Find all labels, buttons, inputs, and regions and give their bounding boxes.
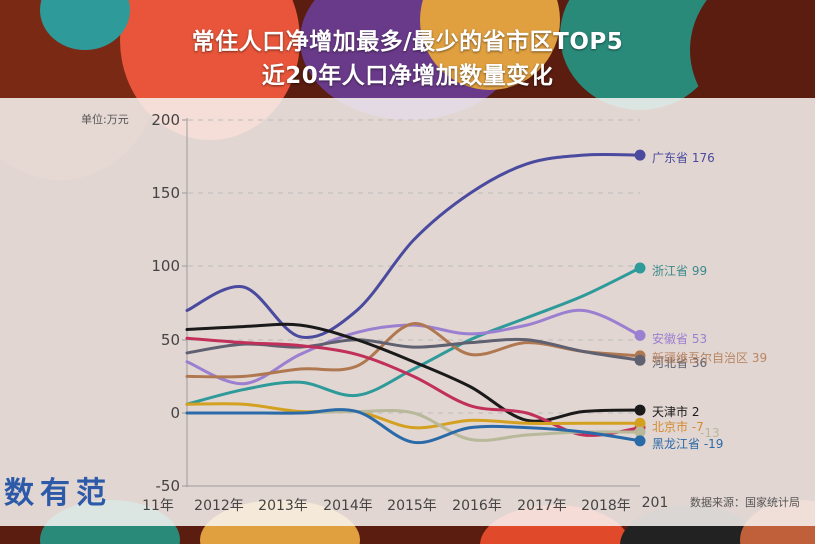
x-tick: 2016年: [452, 498, 502, 514]
series-line: [185, 153, 642, 339]
series-line: [185, 322, 642, 423]
chart-title: 常住人口净增加最多/最少的省市区TOP5: [191, 29, 624, 55]
y-tick: 200: [151, 111, 180, 129]
series-line: [185, 408, 642, 445]
y-tick: -50: [155, 477, 181, 495]
y-tick: 150: [151, 184, 180, 202]
y-tick: 0: [170, 404, 180, 422]
chart-subtitle: 近20年人口净增加数量变化: [261, 63, 554, 89]
series-label-zhejiang: 浙江省 99: [652, 264, 708, 278]
series-line: [185, 266, 642, 406]
title-area: 常住人口净增加最多/最少的省市区TOP5 近20年人口净增加数量变化: [0, 0, 815, 98]
x-tick: 2017年: [517, 498, 567, 514]
series-end-marker: [634, 404, 646, 416]
x-tick: 2014年: [323, 498, 373, 514]
series-label-beijing: 北京市 -7: [652, 420, 704, 434]
series-label-unnamed: -13: [700, 426, 720, 440]
chart-panel: [0, 98, 815, 526]
series-label-xinjiang: 新疆维吾尔自治区 39: [652, 351, 768, 365]
x-tick: 2015年: [387, 498, 437, 514]
series-line: [185, 402, 642, 430]
data-source: 数据来源：国家统计局: [690, 496, 800, 509]
series-label-hebei: 河北省 36: [652, 356, 708, 370]
series-end-marker: [634, 426, 646, 438]
series-label-anhui: 安徽省 53: [652, 332, 708, 346]
series-end-marker: [634, 417, 646, 429]
series-label-heilongjiang: 黑龙江省 -19: [652, 437, 724, 451]
series-label-tianjin: 天津市 2: [652, 405, 700, 419]
x-tick: 2018年: [581, 498, 631, 514]
brand-logo: 数有范: [4, 476, 112, 511]
series-end-marker: [634, 262, 646, 274]
series-end-marker: [634, 149, 646, 161]
x-tick: 2012年: [194, 498, 244, 514]
x-tick: 201: [641, 495, 669, 511]
y-tick: 50: [160, 331, 180, 349]
series-end-marker: [634, 329, 646, 341]
x-tick: 11年: [142, 498, 174, 514]
series-end-marker: [634, 354, 646, 366]
y-tick: 100: [151, 257, 180, 275]
series-label-guangdong: 广东省 176: [652, 151, 715, 165]
y-axis-unit: 单位:万元: [81, 113, 129, 126]
x-tick: 2013年: [258, 498, 308, 514]
series-end-marker: [634, 435, 646, 447]
